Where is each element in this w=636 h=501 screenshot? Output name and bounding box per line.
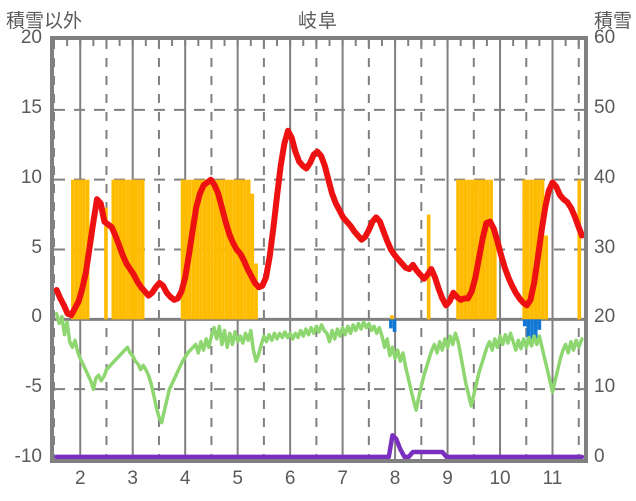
y-tick-left: -10 [14,446,42,467]
gridlines [54,40,584,459]
x-tick: 7 [337,468,348,489]
y-tick-left: -5 [25,376,42,398]
x-tick: 4 [179,468,191,489]
y-tick-left: 20 [20,27,42,48]
y-tick-right: 10 [594,376,616,398]
plot-area [50,36,588,463]
left-axis-label: 積雪以外 [6,11,83,32]
y-tick-right: 60 [594,27,616,48]
y-tick-left: 5 [31,236,42,258]
chart-canvas [54,40,584,459]
y-tick-right: 30 [594,236,616,258]
chart-title: 岐阜 [297,11,338,32]
x-tick: 10 [489,468,511,489]
precipitation-bars [71,179,582,320]
right-axis-label: 積雪 [593,11,632,32]
x-tick: 8 [389,468,401,489]
snow-bars [389,319,542,343]
x-tick: 5 [232,468,243,489]
x-tick: 11 [542,468,563,489]
y-tick-right: 50 [594,96,616,118]
x-tick: 9 [442,468,453,489]
y-tick-left: 15 [20,96,42,118]
x-tick: 6 [284,468,296,489]
y-tick-right: 0 [594,446,605,467]
y-tick-left: 10 [20,166,42,188]
x-tick: 3 [127,468,138,489]
y-tick-right: 40 [594,166,616,188]
series-lines [54,127,584,459]
x-tick: 2 [74,468,86,489]
y-tick-left: 0 [31,306,42,328]
y-tick-right: 20 [594,306,616,328]
